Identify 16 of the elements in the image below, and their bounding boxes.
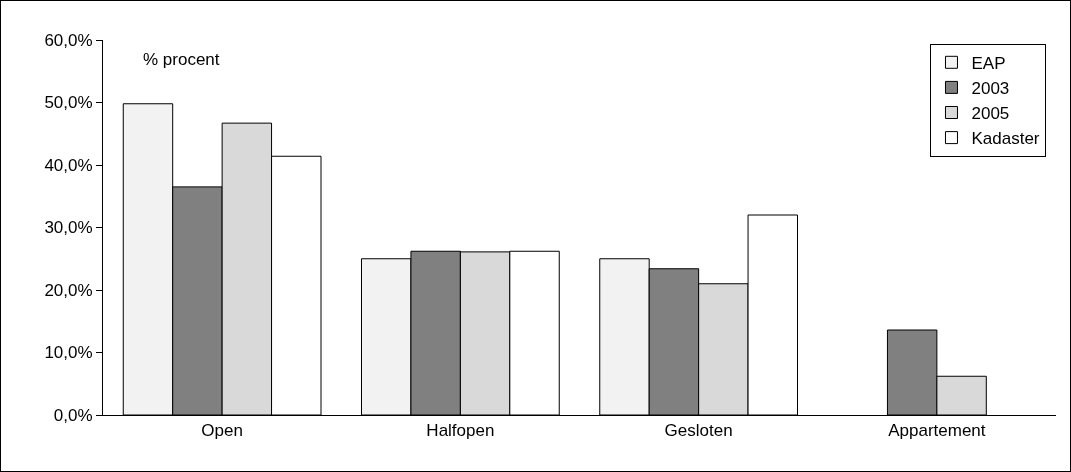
y-tick-label: 0,0% xyxy=(53,405,93,425)
y-tick-label: 10,0% xyxy=(44,343,93,363)
x-tick-label: Gesloten xyxy=(664,421,733,441)
y-tick-label: 20,0% xyxy=(44,280,93,300)
y-tick-label: 40,0% xyxy=(44,155,93,175)
legend-label: 2003 xyxy=(971,79,1010,99)
y-tick-label: 60,0% xyxy=(44,30,93,50)
y-tick-label: 30,0% xyxy=(44,218,93,238)
x-tick-label: Halfopen xyxy=(426,421,495,441)
legend-label: EAP xyxy=(971,53,1006,73)
x-tick-label: Appartement xyxy=(888,421,986,441)
y-tick-label: 50,0% xyxy=(44,93,93,113)
annotation: % procent xyxy=(143,50,220,69)
x-tick-label: Open xyxy=(201,421,243,441)
legend-label: 2005 xyxy=(971,104,1010,124)
legend-label: Kadaster xyxy=(971,129,1040,149)
